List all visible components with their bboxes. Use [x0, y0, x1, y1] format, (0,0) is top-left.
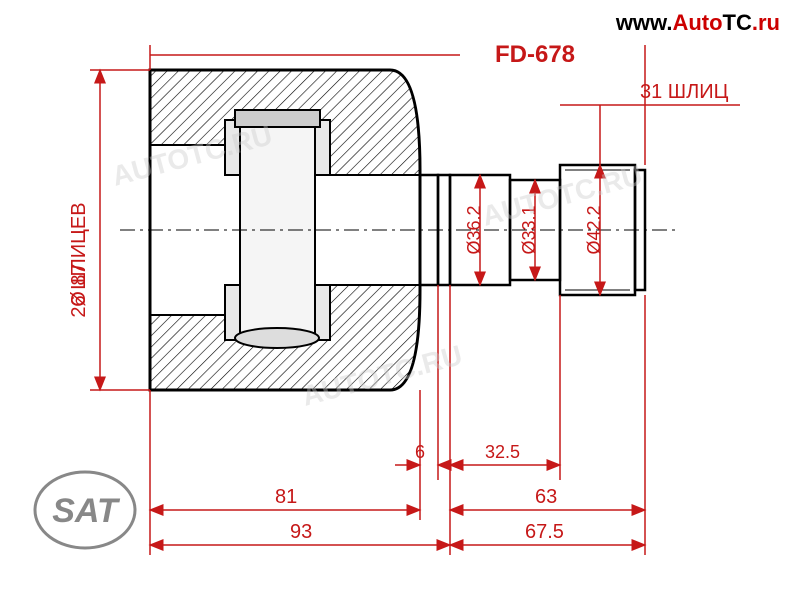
url-suffix: .ru — [752, 10, 780, 35]
sat-logo: SAT — [35, 472, 135, 548]
pin — [240, 127, 315, 333]
cap-top — [235, 110, 320, 127]
dim-67-5: 67.5 — [525, 521, 564, 543]
dia-33: Ø33.1 — [519, 205, 539, 254]
diagram-container: AUTOTC.RU AUTOTC.RU AUTOTC.RU www.AutoTC… — [0, 0, 800, 600]
url-tc: TC — [723, 10, 752, 35]
dim-6: 6 — [415, 442, 425, 462]
technical-drawing: 26 ШЛИЦЕВ Ø 87 FD-678 31 ШЛИЦ Ø36.2 Ø33.… — [0, 0, 800, 600]
url-auto: Auto — [672, 10, 722, 35]
part-number: FD-678 — [495, 41, 575, 68]
url-prefix: www. — [616, 10, 673, 35]
dim-left-dia: Ø 87 — [68, 263, 90, 306]
svg-text:SAT: SAT — [52, 492, 121, 530]
dim-63: 63 — [535, 486, 557, 508]
dia-42: Ø42.2 — [584, 205, 604, 254]
dim-81: 81 — [275, 486, 297, 508]
site-url: www.AutoTC.ru — [616, 10, 780, 36]
right-splines: 31 ШЛИЦ — [640, 81, 729, 103]
dim-32-5: 32.5 — [485, 442, 520, 462]
cap-bottom — [235, 328, 319, 348]
dia-36: Ø36.2 — [464, 205, 484, 254]
dim-93: 93 — [290, 521, 312, 543]
